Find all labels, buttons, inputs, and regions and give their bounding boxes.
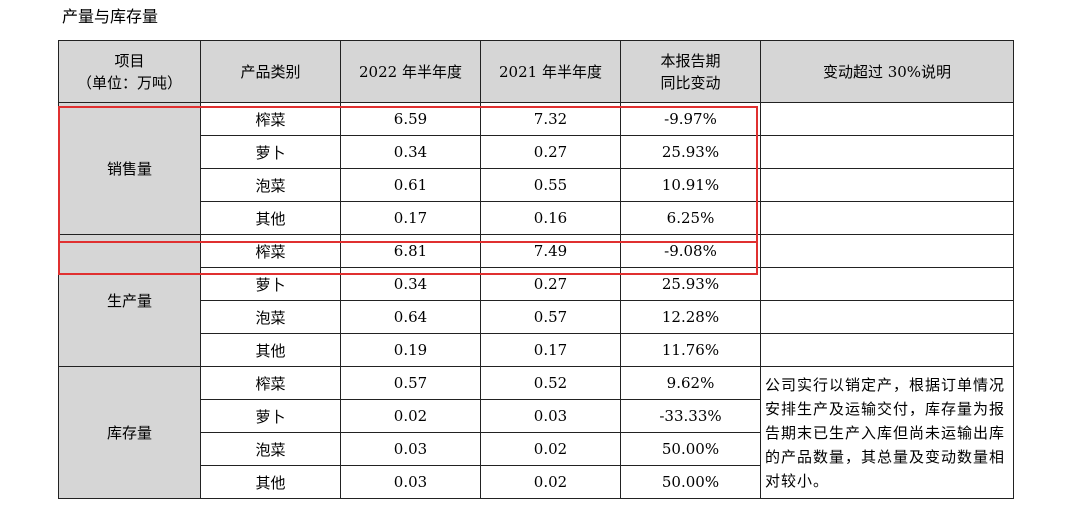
header-note: 变动超过 30%说明 <box>760 40 1014 103</box>
group-label-inventory: 库存量 <box>58 366 201 499</box>
cell-category: 榨菜 <box>200 234 341 268</box>
cell-note <box>760 135 1014 169</box>
cell-2021: 0.27 <box>480 135 621 169</box>
cell-2021: 0.03 <box>480 399 621 433</box>
cell-category: 榨菜 <box>200 102 341 136</box>
cell-category: 其他 <box>200 333 341 367</box>
group-label-sales: 销售量 <box>58 102 201 235</box>
cell-2022: 0.03 <box>340 465 481 499</box>
production-inventory-table: 项目 （单位：万吨） 产品类别 2022 年半年度 2021 年半年度 本报告期… <box>58 40 1014 499</box>
header-change-line2: 同比变动 <box>660 73 721 92</box>
cell-category: 其他 <box>200 201 341 235</box>
cell-2022: 0.34 <box>340 267 481 301</box>
table-row: 销售量 榨菜 6.59 7.32 -9.97% <box>58 102 1014 235</box>
cell-2021: 0.55 <box>480 168 621 202</box>
header-change-line1: 本报告期 <box>660 51 721 70</box>
cell-2022: 0.57 <box>340 366 481 400</box>
cell-change: 12.28% <box>620 300 761 334</box>
cell-change: 25.93% <box>620 267 761 301</box>
cell-2022: 0.02 <box>340 399 481 433</box>
cell-change: 6.25% <box>620 201 761 235</box>
cell-change: 10.91% <box>620 168 761 202</box>
cell-category: 萝卜 <box>200 135 341 169</box>
cell-change: 50.00% <box>620 465 761 499</box>
cell-2021: 0.02 <box>480 432 621 466</box>
cell-note <box>760 102 1014 136</box>
cell-2022: 0.64 <box>340 300 481 334</box>
table-row: 萝卜 0.02 0.03 -33.33% <box>59 399 1014 433</box>
cell-2022: 6.81 <box>340 234 481 268</box>
cell-change: 25.93% <box>620 135 761 169</box>
cell-category: 萝卜 <box>200 267 341 301</box>
cell-2021: 0.02 <box>480 465 621 499</box>
cell-2022: 0.34 <box>340 135 481 169</box>
table-row: 其他 0.19 0.17 11.76% <box>59 333 1014 367</box>
cell-category: 泡菜 <box>200 432 341 466</box>
table-row: 泡菜 0.61 0.55 10.91% <box>59 168 1014 202</box>
header-item: 项目 （单位：万吨） <box>58 40 201 103</box>
table-row: 萝卜 0.34 0.27 25.93% <box>59 267 1014 301</box>
cell-category: 泡菜 <box>200 300 341 334</box>
cell-2022: 0.03 <box>340 432 481 466</box>
header-item-line2: （单位：万吨） <box>76 73 182 92</box>
cell-category: 其他 <box>200 465 341 499</box>
cell-change: -9.97% <box>620 102 761 136</box>
table-row: 生产量 榨菜 6.81 7.49 -9.08% <box>58 234 1014 367</box>
table-caption: 产量与库存量 <box>62 7 159 26</box>
header-row: 项目 （单位：万吨） 产品类别 2022 年半年度 2021 年半年度 本报告期… <box>58 40 1014 103</box>
cell-category: 泡菜 <box>200 168 341 202</box>
header-change: 本报告期 同比变动 <box>620 40 761 103</box>
cell-note <box>760 267 1014 301</box>
cell-2021: 7.32 <box>480 102 621 136</box>
table-row: 萝卜 0.34 0.27 25.93% <box>59 135 1014 169</box>
cell-note <box>760 234 1014 268</box>
table-row: 其他 0.17 0.16 6.25% <box>59 201 1014 235</box>
cell-2022: 6.59 <box>340 102 481 136</box>
table-row: 库存量 榨菜 0.57 0.52 9.62% 公司实行以销定产，根据订单情况安排… <box>58 366 1014 499</box>
cell-2021: 0.57 <box>480 300 621 334</box>
cell-note <box>760 168 1014 202</box>
table-row: 其他 0.03 0.02 50.00% <box>59 465 1014 499</box>
cell-2022: 0.17 <box>340 201 481 235</box>
header-2022: 2022 年半年度 <box>340 40 481 103</box>
cell-change: -9.08% <box>620 234 761 268</box>
cell-2021: 0.52 <box>480 366 621 400</box>
cell-2021: 0.27 <box>480 267 621 301</box>
cell-change: -33.33% <box>620 399 761 433</box>
cell-2021: 0.17 <box>480 333 621 367</box>
cell-2022: 0.61 <box>340 168 481 202</box>
cell-change: 50.00% <box>620 432 761 466</box>
cell-change: 11.76% <box>620 333 761 367</box>
inventory-note: 公司实行以销定产，根据订单情况安排生产及运输交付，库存量为报告期末已生产入库但尚… <box>760 366 1014 499</box>
header-item-line1: 项目 <box>114 51 145 70</box>
cell-note <box>760 201 1014 235</box>
cell-change: 9.62% <box>620 366 761 400</box>
cell-2022: 0.19 <box>340 333 481 367</box>
table-row: 泡菜 0.03 0.02 50.00% <box>59 432 1014 466</box>
header-2021: 2021 年半年度 <box>480 40 621 103</box>
header-category: 产品类别 <box>200 40 341 103</box>
group-label-production: 生产量 <box>58 234 201 367</box>
cell-note <box>760 333 1014 367</box>
cell-category: 萝卜 <box>200 399 341 433</box>
cell-2021: 0.16 <box>480 201 621 235</box>
cell-2021: 7.49 <box>480 234 621 268</box>
cell-category: 榨菜 <box>200 366 341 400</box>
table-row: 泡菜 0.64 0.57 12.28% <box>59 300 1014 334</box>
cell-note <box>760 300 1014 334</box>
